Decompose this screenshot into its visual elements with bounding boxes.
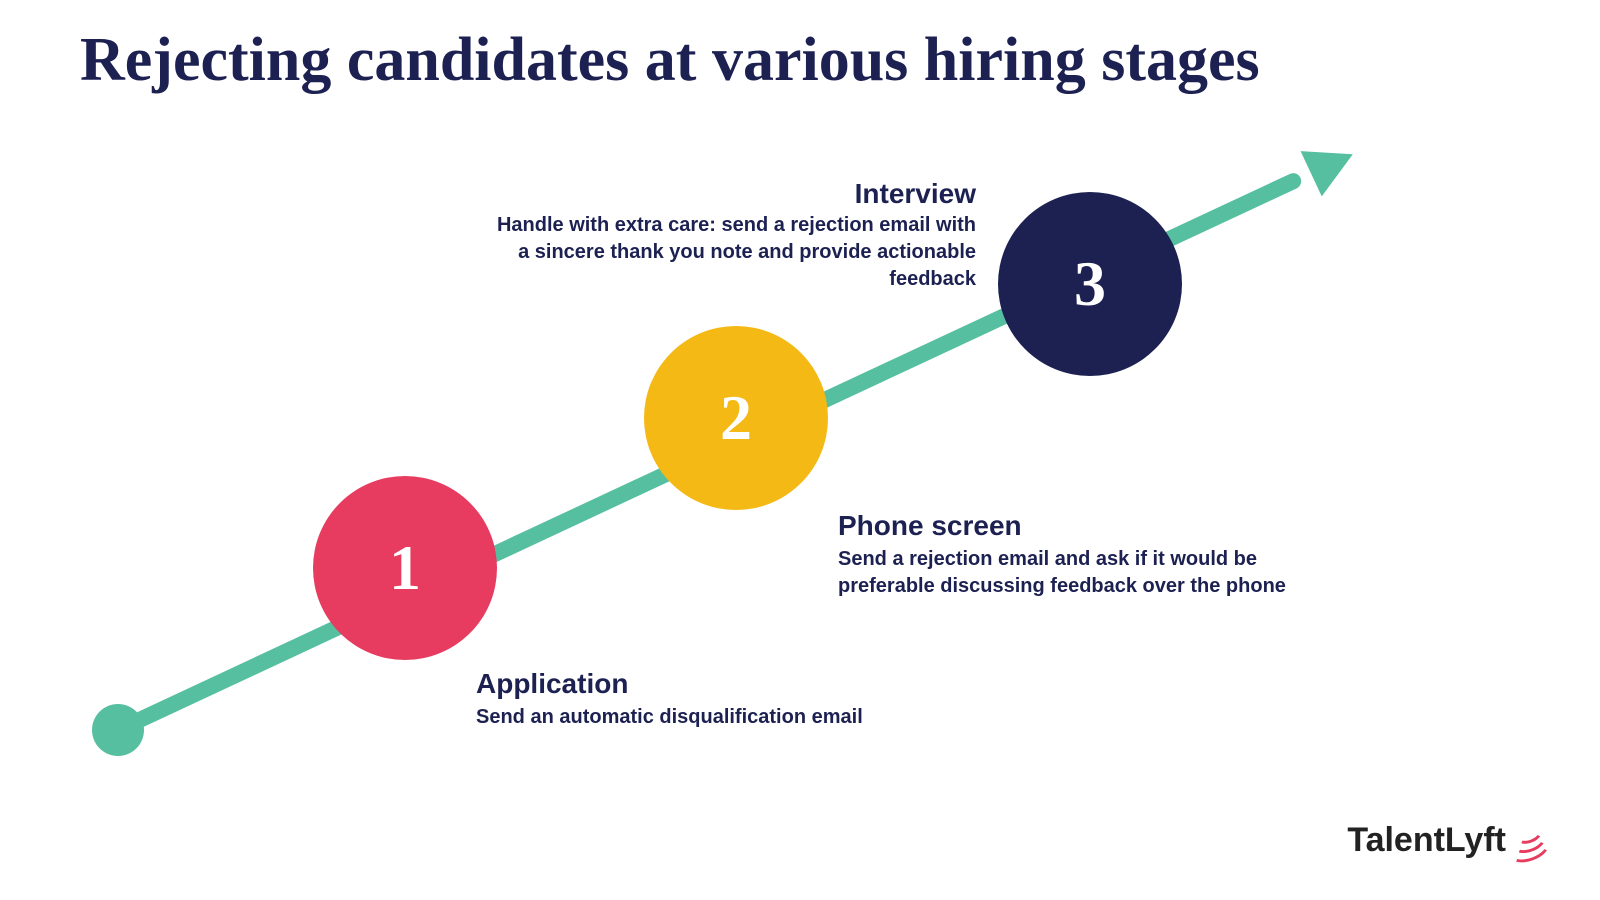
line-arrowhead-icon (1301, 132, 1364, 197)
stage-desc-2: Send a rejection email and ask if it wou… (838, 546, 1298, 600)
brand-logo: TalentLyft (1347, 821, 1540, 860)
stage-circle-3: 3 (998, 192, 1182, 376)
stage-title-3: Interview (546, 178, 976, 210)
stage-title-1: Application (476, 668, 876, 700)
stage-desc-1: Send an automatic disqualification email (476, 704, 996, 731)
stage-desc-3: Handle with extra care: send a rejection… (496, 212, 976, 293)
page-title: Rejecting candidates at various hiring s… (80, 26, 1280, 94)
stage-circle-1: 1 (313, 476, 497, 660)
stage-title-2: Phone screen (838, 510, 1238, 542)
stage-number: 3 (1074, 247, 1106, 321)
line-start-dot (92, 704, 144, 756)
balloon-icon (1512, 823, 1540, 859)
stage-circle-2: 2 (644, 326, 828, 510)
stage-number: 2 (720, 381, 752, 455)
brand-text: TalentLyft (1347, 821, 1506, 860)
stage-number: 1 (389, 531, 421, 605)
